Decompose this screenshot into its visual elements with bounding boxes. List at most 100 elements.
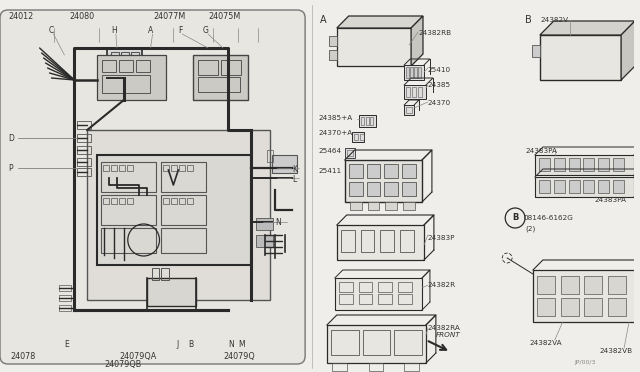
Bar: [363, 330, 390, 355]
Bar: [103, 165, 109, 171]
FancyBboxPatch shape: [0, 10, 305, 364]
Text: H: H: [111, 26, 116, 35]
Bar: [554, 158, 564, 171]
Bar: [554, 180, 564, 193]
Bar: [385, 202, 397, 210]
Bar: [418, 87, 422, 97]
Bar: [332, 363, 347, 371]
Text: P: P: [8, 164, 13, 173]
Text: B: B: [188, 340, 193, 349]
Bar: [365, 117, 369, 125]
Bar: [347, 150, 353, 156]
Bar: [532, 45, 540, 57]
Bar: [77, 158, 91, 166]
Text: 25410: 25410: [428, 67, 451, 73]
Bar: [119, 165, 125, 171]
Text: G: G: [203, 26, 209, 35]
Bar: [400, 230, 414, 252]
Text: 24077M: 24077M: [154, 12, 186, 21]
Bar: [584, 298, 602, 316]
Bar: [398, 282, 412, 292]
Bar: [60, 295, 71, 301]
Bar: [127, 165, 132, 171]
Bar: [255, 235, 273, 247]
Bar: [345, 148, 355, 158]
Text: 24370+A: 24370+A: [319, 130, 353, 136]
Bar: [161, 228, 206, 253]
Bar: [340, 230, 355, 252]
Bar: [403, 202, 415, 210]
Text: 24012: 24012: [8, 12, 33, 21]
Bar: [367, 182, 380, 196]
Bar: [404, 105, 414, 115]
Text: 24079Q: 24079Q: [223, 352, 255, 361]
Text: 24080: 24080: [69, 12, 95, 21]
Bar: [608, 298, 626, 316]
Bar: [101, 195, 156, 225]
Bar: [535, 177, 634, 197]
Bar: [221, 60, 241, 75]
Text: 25464: 25464: [319, 148, 342, 154]
Bar: [339, 294, 353, 304]
Text: B: B: [512, 213, 518, 222]
Text: D: D: [8, 134, 14, 143]
Bar: [349, 164, 363, 178]
Bar: [380, 230, 394, 252]
Bar: [568, 180, 579, 193]
Bar: [77, 168, 91, 176]
Bar: [87, 130, 271, 300]
Text: N: N: [275, 218, 281, 227]
Bar: [337, 225, 424, 260]
Bar: [418, 67, 421, 78]
Text: 24382V: 24382V: [541, 17, 569, 23]
Bar: [152, 268, 159, 280]
Text: B: B: [525, 15, 532, 25]
Bar: [327, 325, 426, 363]
Bar: [394, 330, 422, 355]
Polygon shape: [411, 16, 423, 66]
Bar: [406, 107, 412, 113]
Bar: [584, 180, 595, 193]
Bar: [198, 60, 218, 75]
Bar: [598, 158, 609, 171]
Bar: [331, 330, 358, 355]
Text: JP/00/3: JP/00/3: [575, 360, 596, 365]
Bar: [198, 77, 240, 92]
Bar: [639, 298, 640, 306]
Text: J: J: [177, 340, 179, 349]
Bar: [613, 158, 624, 171]
Bar: [406, 67, 409, 78]
Bar: [404, 85, 426, 99]
Bar: [107, 48, 141, 78]
Bar: [360, 117, 364, 125]
Bar: [268, 150, 273, 162]
Text: 24383PA: 24383PA: [595, 197, 627, 203]
Bar: [77, 146, 91, 154]
Text: 08146-6162G: 08146-6162G: [523, 215, 573, 221]
Bar: [273, 155, 297, 173]
Bar: [161, 162, 206, 192]
Bar: [406, 87, 410, 97]
Bar: [639, 280, 640, 288]
Bar: [369, 363, 383, 371]
Polygon shape: [337, 16, 423, 28]
Bar: [385, 182, 398, 196]
Bar: [119, 198, 125, 204]
Bar: [598, 180, 609, 193]
Bar: [193, 55, 248, 100]
Bar: [367, 164, 380, 178]
Text: (2): (2): [525, 225, 535, 231]
Bar: [537, 276, 555, 294]
Bar: [101, 228, 156, 253]
Bar: [60, 305, 71, 311]
Text: 24382R: 24382R: [428, 282, 456, 288]
Bar: [111, 198, 117, 204]
Bar: [358, 115, 376, 127]
Bar: [136, 60, 150, 72]
Text: N: N: [228, 340, 234, 349]
Bar: [378, 294, 392, 304]
Bar: [410, 67, 413, 78]
Polygon shape: [621, 21, 635, 80]
Bar: [163, 165, 170, 171]
Bar: [533, 270, 637, 322]
